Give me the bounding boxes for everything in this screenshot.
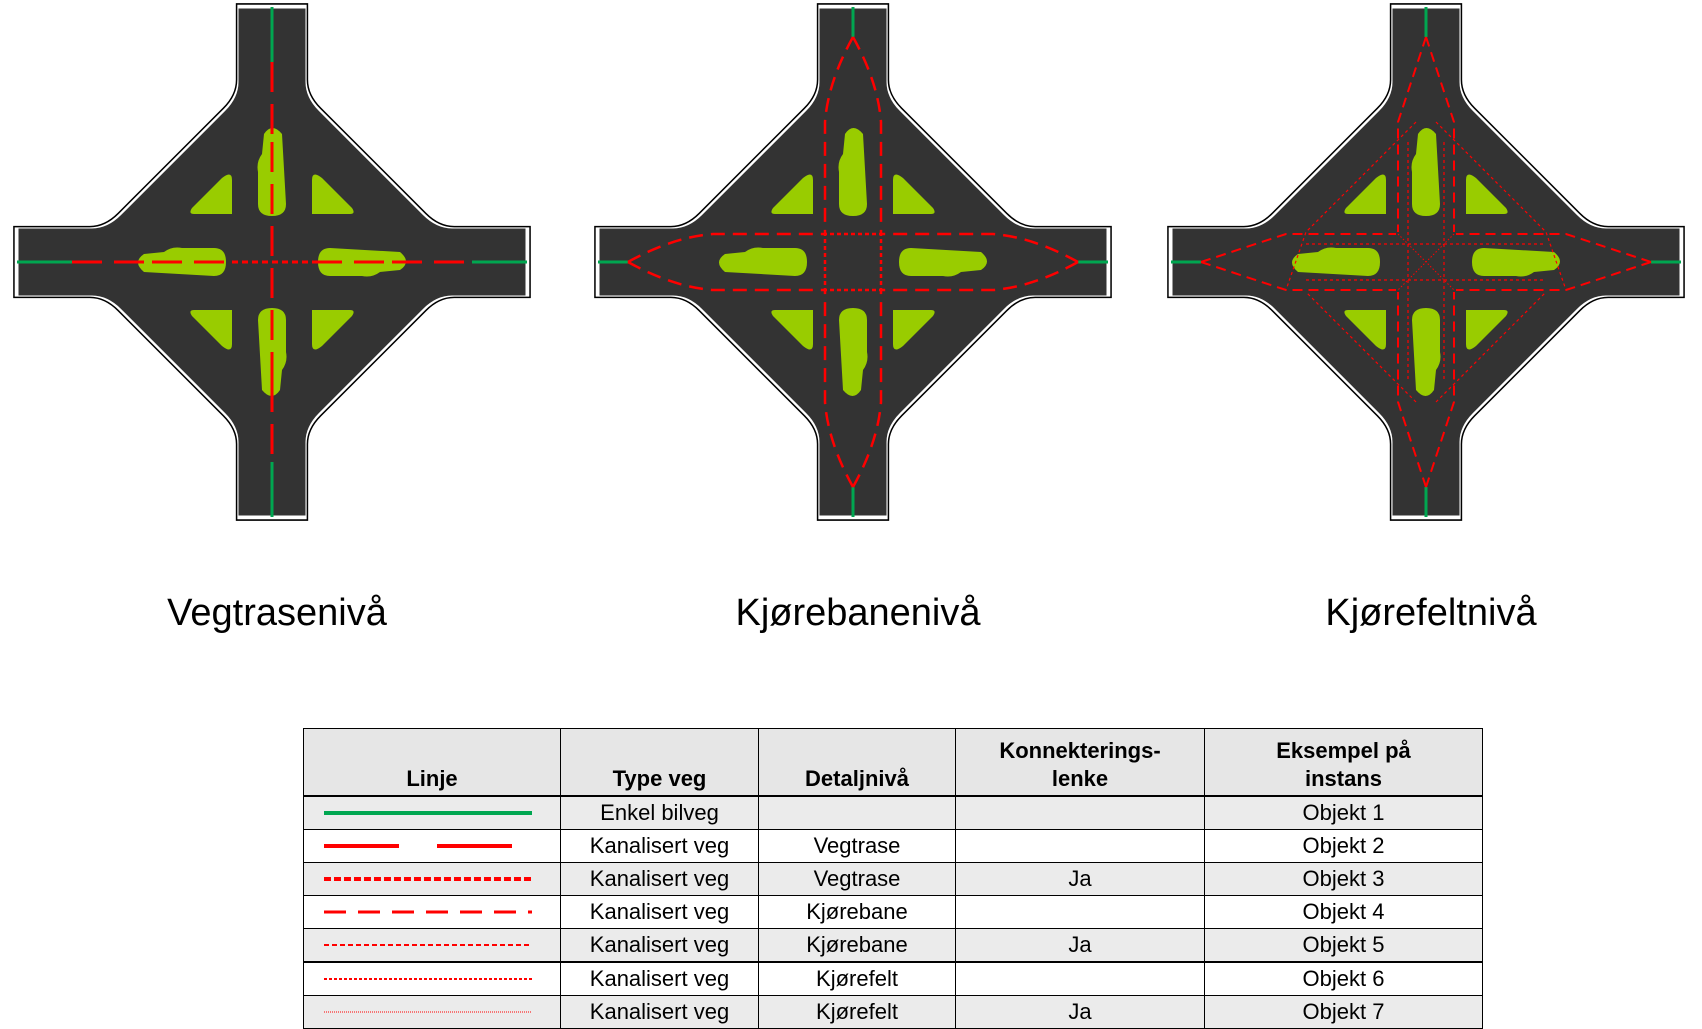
- line-sample: [324, 844, 532, 848]
- header-eksempel: Eksempel på instans: [1204, 728, 1483, 797]
- header-konnektering: Konnekterings-lenke: [955, 728, 1205, 797]
- legend-row: Kanalisert veg Vegtrase Objekt 2: [303, 829, 1483, 863]
- header-linje: Linje: [303, 728, 561, 797]
- legend-line-sample: [303, 961, 561, 996]
- caption-kjorebane: Kjørebanenivå: [735, 592, 981, 634]
- line-sample: [324, 944, 532, 946]
- intersection-diagrams: [13, 3, 1685, 521]
- header-type-veg: Type veg: [560, 728, 759, 797]
- legend-detaljniva: Kjørefelt: [758, 995, 956, 1029]
- legend-row: Kanalisert veg Vegtrase Ja Objekt 3: [303, 862, 1483, 896]
- legend-row: Kanalisert veg Kjørefelt Objekt 6: [303, 961, 1483, 996]
- kjorefelt-lines: [1200, 36, 1652, 488]
- legend-eksempel: Objekt 5: [1204, 928, 1483, 963]
- intersection-kjorefelt: [1167, 3, 1685, 521]
- legend-row: Kanalisert veg Kjørefelt Ja Objekt 7: [303, 995, 1483, 1029]
- line-sample: [324, 811, 532, 815]
- legend-type-veg: Kanalisert veg: [560, 829, 759, 863]
- legend-konnektering: [955, 895, 1205, 929]
- vegtrase-lines: [72, 62, 472, 462]
- legend-eksempel: Objekt 4: [1204, 895, 1483, 929]
- legend-konnektering: [955, 795, 1205, 830]
- green-simple-road-lines: [1171, 7, 1681, 517]
- legend-type-veg: Enkel bilveg: [560, 795, 759, 830]
- legend-type-veg: Kanalisert veg: [560, 928, 759, 963]
- legend-eksempel: Objekt 2: [1204, 829, 1483, 863]
- legend-detaljniva: [758, 795, 956, 830]
- line-sample: [324, 978, 532, 980]
- legend-line-sample: [303, 829, 561, 863]
- legend-konnektering: Ja: [955, 995, 1205, 1029]
- legend-row: Kanalisert veg Kjørebane Objekt 4: [303, 895, 1483, 929]
- legend-type-veg: Kanalisert veg: [560, 961, 759, 996]
- legend-row: Kanalisert veg Kjørebane Ja Objekt 5: [303, 928, 1483, 963]
- legend-type-veg: Kanalisert veg: [560, 995, 759, 1029]
- green-simple-road-lines: [598, 7, 1108, 517]
- legend-eksempel: Objekt 7: [1204, 995, 1483, 1029]
- legend-line-sample: [303, 862, 561, 896]
- header-detaljniva: Detaljnivå: [758, 728, 956, 797]
- line-sample: [324, 877, 532, 881]
- legend-table: Linje Type veg Detaljnivå Konnekterings-…: [303, 728, 1483, 1029]
- caption-kjorefelt: Kjørefeltnivå: [1325, 592, 1537, 634]
- legend-row: Enkel bilveg Objekt 1: [303, 795, 1483, 830]
- legend-line-sample: [303, 928, 561, 963]
- line-sample: [324, 1011, 532, 1013]
- caption-vegtrase: Vegtrasenivå: [167, 592, 387, 634]
- legend-detaljniva: Vegtrase: [758, 862, 956, 896]
- legend-detaljniva: Vegtrase: [758, 829, 956, 863]
- intersection-vegtrase: [13, 3, 531, 521]
- legend-type-veg: Kanalisert veg: [560, 862, 759, 896]
- line-sample: [324, 910, 532, 914]
- legend-detaljniva: Kjørebane: [758, 928, 956, 963]
- legend-line-sample: [303, 995, 561, 1029]
- legend-konnektering: [955, 829, 1205, 863]
- legend-eksempel: Objekt 1: [1204, 795, 1483, 830]
- green-simple-road-lines: [17, 7, 527, 517]
- legend-konnektering: Ja: [955, 862, 1205, 896]
- legend-eksempel: Objekt 6: [1204, 961, 1483, 996]
- legend-detaljniva: Kjørefelt: [758, 961, 956, 996]
- road-surface: [596, 5, 1110, 519]
- legend-line-sample: [303, 895, 561, 929]
- legend-line-sample: [303, 795, 561, 830]
- legend-konnektering: Ja: [955, 928, 1205, 963]
- legend-header-row: Linje Type veg Detaljnivå Konnekterings-…: [303, 728, 1483, 797]
- intersection-kjorebane: [594, 3, 1112, 521]
- legend-detaljniva: Kjørebane: [758, 895, 956, 929]
- legend-konnektering: [955, 961, 1205, 996]
- legend-eksempel: Objekt 3: [1204, 862, 1483, 896]
- legend-type-veg: Kanalisert veg: [560, 895, 759, 929]
- kjorebane-lines: [627, 36, 1079, 488]
